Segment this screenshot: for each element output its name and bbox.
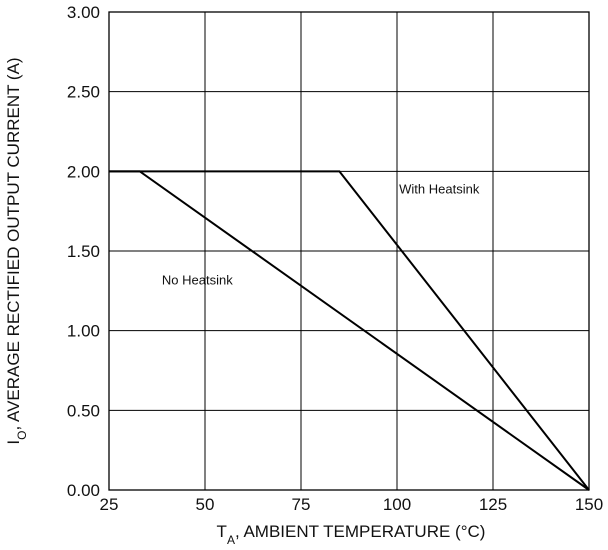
x-axis-label-main: T <box>217 522 227 541</box>
x-tick-label: 150 <box>575 495 603 514</box>
y-tick-label: 0.50 <box>67 401 100 420</box>
y-axis-label-main: I <box>4 440 23 445</box>
y-tick-label: 2.50 <box>67 83 100 102</box>
y-axis-label-rest: , AVERAGE RECTIFIED OUTPUT CURRENT (A) <box>4 57 23 430</box>
x-tick-label: 50 <box>196 495 215 514</box>
y-axis-label-subscript: O <box>15 431 29 440</box>
x-axis-label-subscript: A <box>227 533 235 547</box>
series-layer <box>109 170 590 491</box>
y-tick-label: 1.50 <box>67 242 100 261</box>
x-tick-labels: 25 50 75 100 125 150 <box>100 495 604 514</box>
no-heatsink-label: No Heatsink <box>162 272 233 287</box>
x-axis-label-rest: , AMBIENT TEMPERATURE (°C) <box>235 522 486 541</box>
x-tick-label: 75 <box>292 495 311 514</box>
y-tick-label: 2.00 <box>67 162 100 181</box>
x-tick-label: 100 <box>383 495 411 514</box>
plot-frame <box>108 11 590 491</box>
x-axis-label: TA, AMBIENT TEMPERATURE (°C) <box>217 522 486 547</box>
y-tick-labels: 0.00 0.50 1.00 1.50 2.00 2.50 3.00 <box>67 3 100 500</box>
y-tick-label: 3.00 <box>67 3 100 22</box>
annotations: With Heatsink No Heatsink <box>162 182 480 288</box>
x-tick-label: 125 <box>479 495 507 514</box>
grid-layer <box>108 11 590 491</box>
y-axis-label: IO, AVERAGE RECTIFIED OUTPUT CURRENT (A) <box>4 57 29 444</box>
no-heatsink-line <box>109 170 590 491</box>
with-heatsink-label: With Heatsink <box>399 182 480 197</box>
y-tick-label: 0.00 <box>67 481 100 500</box>
with-heatsink-line <box>109 170 590 491</box>
x-tick-label: 25 <box>100 495 119 514</box>
y-tick-label: 1.00 <box>67 322 100 341</box>
